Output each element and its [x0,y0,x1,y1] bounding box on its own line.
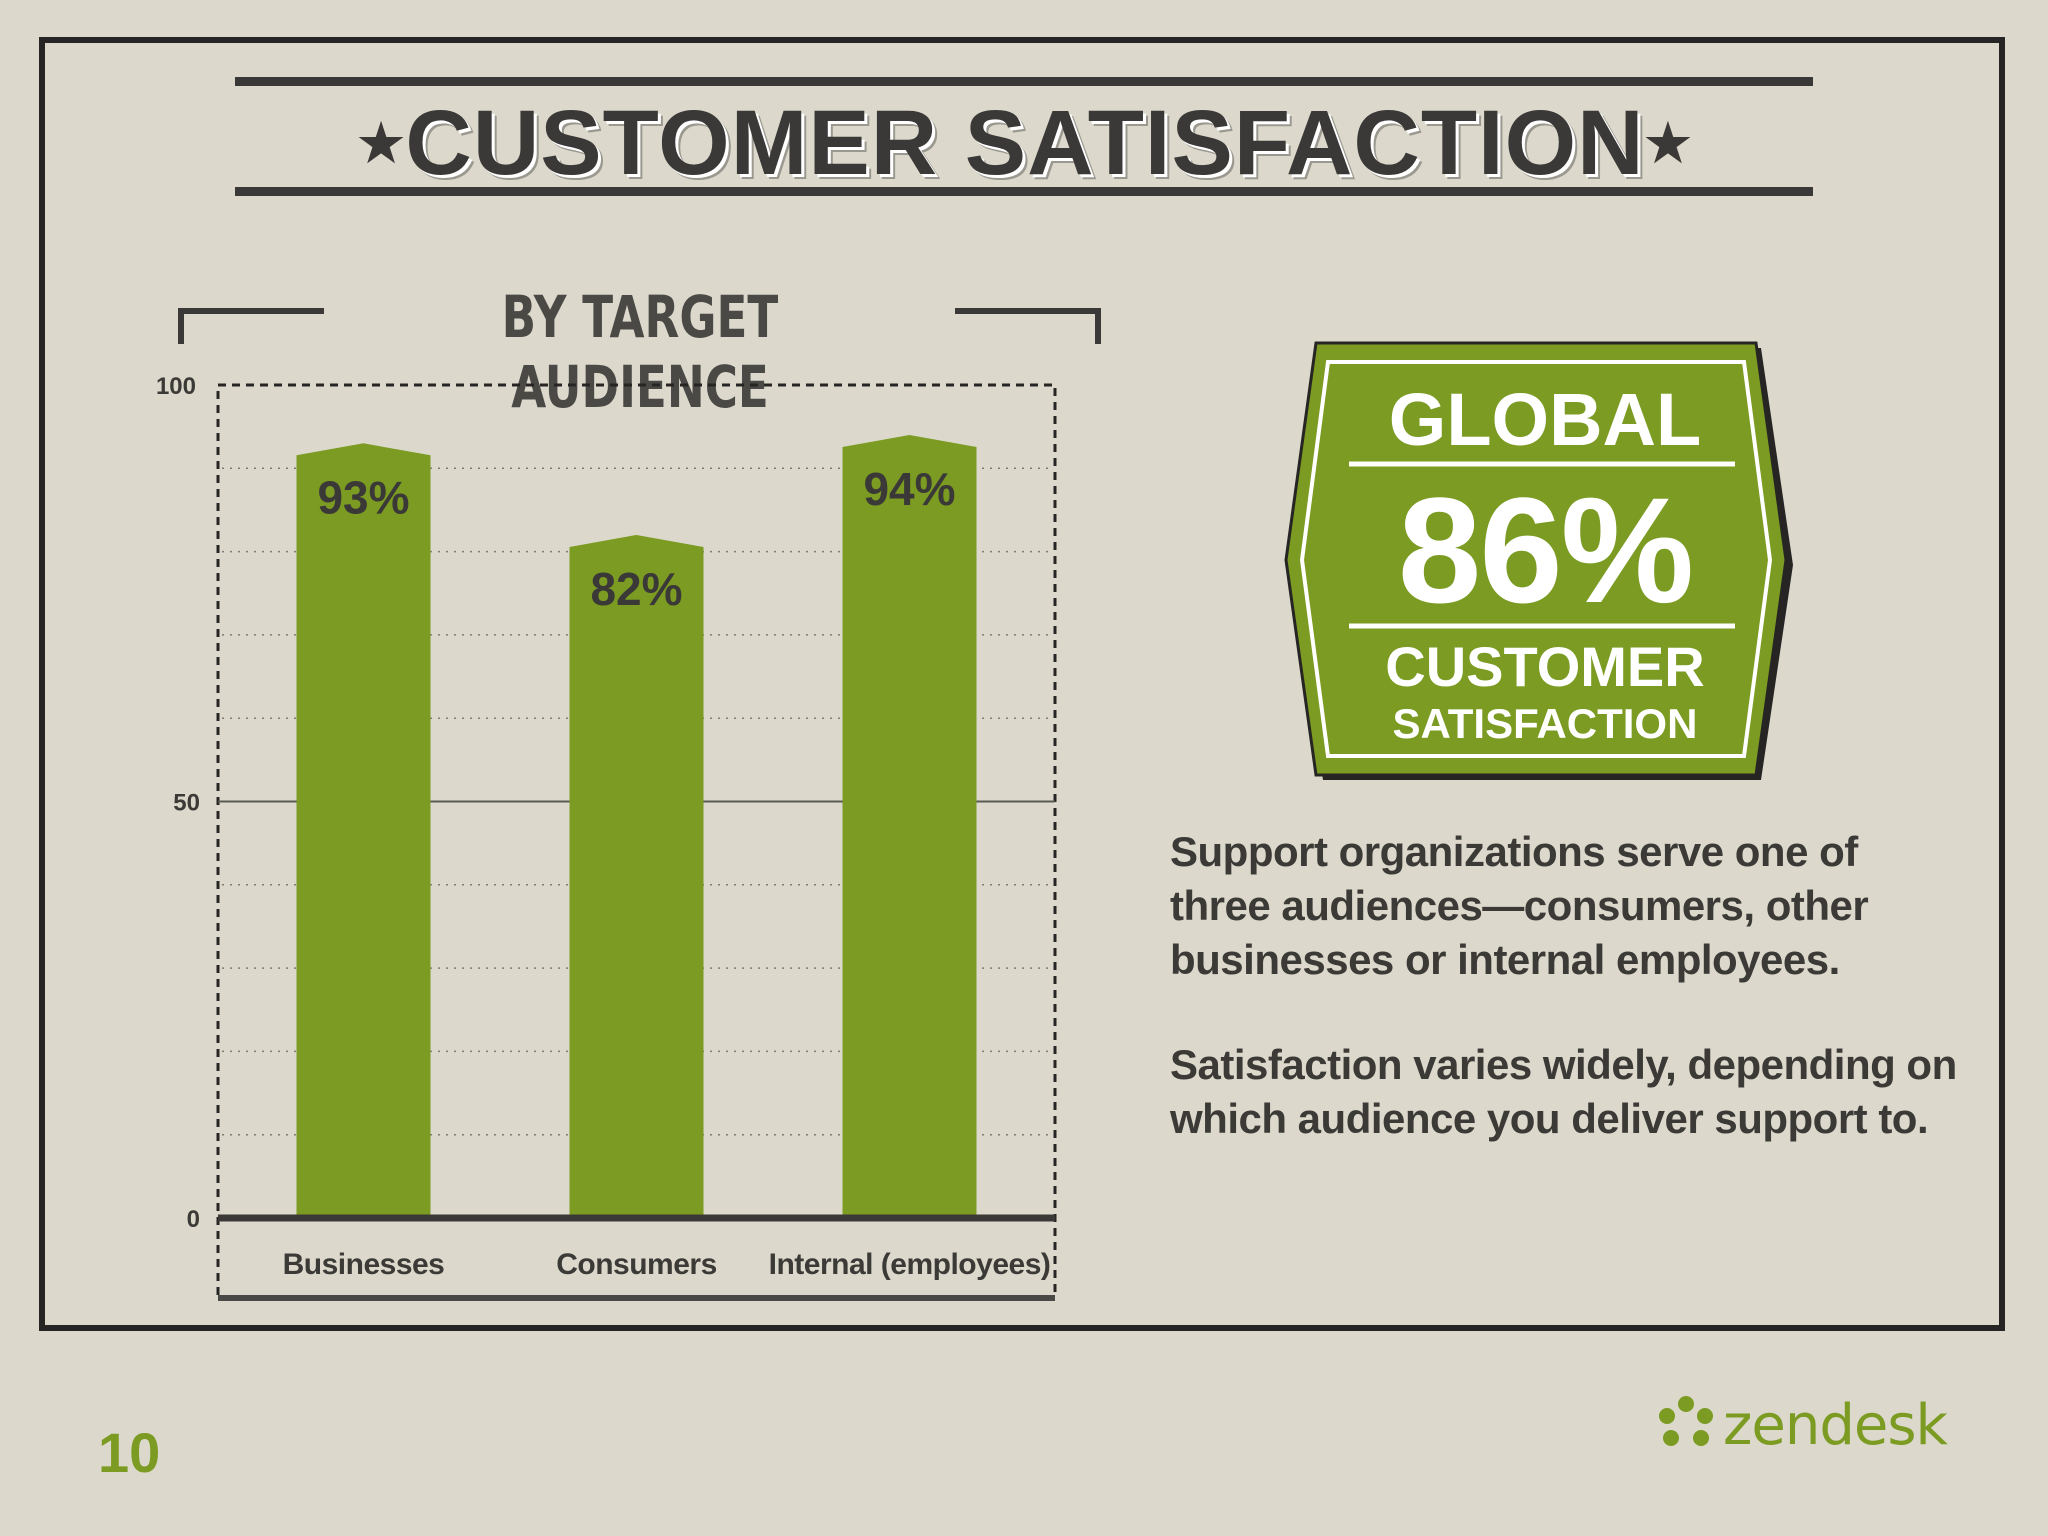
bar-businesses [296,443,431,1218]
x-category-label: Internal (employees) [769,1248,1051,1281]
y-tick-label: 100 [156,373,196,400]
page-number: 10 [98,1421,161,1484]
x-category-label: Consumers [556,1248,717,1281]
zendesk-logo: zendesk [1655,1390,1948,1460]
page-title: ★CUSTOMER SATISFACTION★ [235,88,1815,198]
bar-internal-employees [842,434,977,1219]
zendesk-logo-text: zendesk [1723,1392,1948,1458]
badge-satisfaction-label: SATISFACTION [1392,700,1698,747]
plot-frame [216,383,1057,1300]
bar-value-label: 94% [863,463,955,515]
chart-labels: 0 50 100 93% Businesses 82% Consumers 94% Intern… [156,373,1051,1281]
bar-consumers [569,534,704,1218]
slide-frame [39,37,2005,1331]
page-title-text: CUSTOMER SATISFACTION [405,92,1645,194]
y-tick-label: 50 [173,790,200,817]
subtitle-bracket-right [955,308,1101,344]
badge-value: 86% [1397,466,1694,634]
badge-inner-border [1299,360,1773,758]
bar-value-label: 93% [317,471,409,523]
x-category-label: Businesses [283,1248,445,1281]
badge-fill [1284,341,1788,777]
y-tick-label: 0 [187,1206,200,1233]
star-left-icon: ★ [357,114,406,173]
badge-global-label: GLOBAL [1388,378,1702,461]
star-right-icon: ★ [1644,114,1693,173]
subtitle-bracket-left [178,308,324,344]
title-bottom-rule [235,187,1813,196]
bar-value-label: 82% [590,563,682,615]
description-paragraph-1: Support organizations serve one of three… [1170,828,1869,983]
chart-bars [218,434,1055,1301]
chart-title: BY TARGET AUDIENCE [501,283,779,421]
description-paragraph-2: Satisfaction varies widely, depending on… [1170,1041,1957,1142]
badge-customer-label: CUSTOMER [1385,635,1705,698]
zendesk-logo-icon [1659,1396,1713,1446]
title-top-rule [235,77,1813,86]
global-badge [1284,341,1793,780]
